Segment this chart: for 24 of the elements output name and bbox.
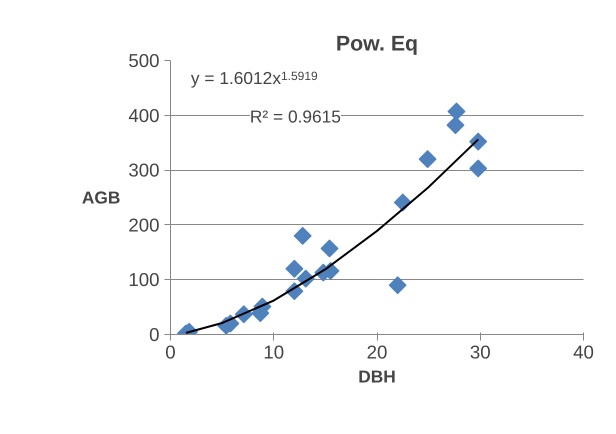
y-tick-label: 500 [128,50,160,71]
x-axis-title: DBH [358,366,396,386]
point [469,159,488,178]
y-tick-label: 300 [128,160,160,181]
x-tick-label: 40 [573,342,594,362]
point [285,260,304,278]
y-tick-label: 0 [149,324,160,345]
point [469,132,488,151]
x-tick-label: 10 [263,342,284,362]
y-axis-title: AGB [82,188,120,208]
chart-title: Pow. Eq [336,32,418,56]
point [448,102,466,120]
y-tick-label: 200 [128,214,160,236]
x-tick-label: 0 [165,342,176,362]
point [294,226,312,245]
y-tick-label: 400 [128,104,160,126]
point [418,150,437,168]
x-tick-label: 20 [366,342,388,362]
y-tick-label: 100 [128,269,160,290]
x-tick-label: 30 [470,342,491,362]
point [446,116,464,134]
point [320,239,338,258]
annotation: R² = 0.9615 [250,106,341,126]
point [388,276,407,294]
